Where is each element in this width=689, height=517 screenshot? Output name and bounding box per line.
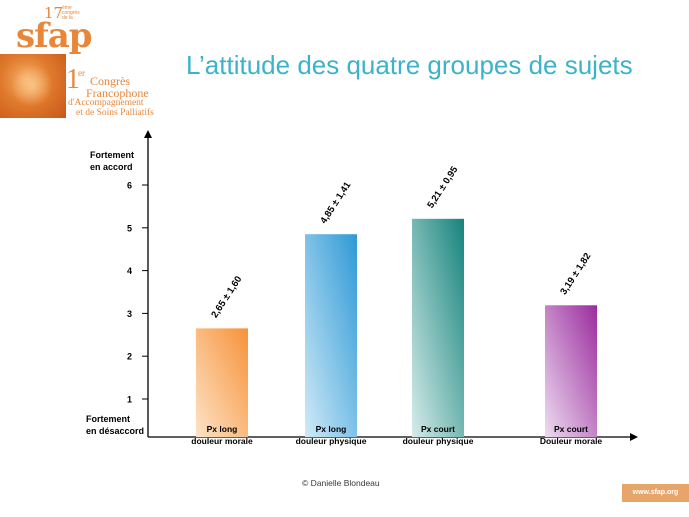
y-bottom-label: Fortement en désaccord [86, 414, 144, 436]
slide-title: L’attitude des quatre groupes de sujets [186, 50, 633, 80]
bar [545, 305, 597, 437]
y-tick-label: 5 [127, 223, 132, 233]
x-category-label: Px court douleur physique [403, 424, 474, 446]
logo-brand: sfap [16, 16, 93, 56]
bar [305, 234, 357, 437]
bar-data-label: 2,65 ± 1,60 [209, 274, 244, 320]
y-axis-arrow [144, 130, 152, 138]
y-tick-label: 6 [127, 181, 132, 191]
footer-credit: © Danielle Blondeau [302, 478, 380, 488]
bar-data-label: 4,85 ± 1,41 [318, 179, 353, 225]
bar [196, 328, 248, 437]
congres-line2: Francophone [86, 86, 149, 100]
website-link[interactable]: www.sfap.org [622, 484, 689, 502]
y-tick-label: 4 [127, 266, 132, 276]
congres-line4: et de Soins Palliatifs [76, 108, 154, 118]
y-tick-label: 1 [127, 395, 132, 405]
x-category-label: Px long douleur physique [296, 424, 367, 446]
y-tick-label: 3 [127, 309, 132, 319]
congres-number: 1 [66, 64, 80, 95]
congres-line3: d'Accompagnement [68, 98, 144, 108]
x-category-label: Px long douleur morale [191, 424, 253, 446]
bar-data-label: 5,21 ± 0,95 [425, 164, 460, 210]
congres-line1: Congrès [90, 74, 130, 88]
y-tick-label: 2 [127, 352, 132, 362]
logo-image [0, 54, 66, 118]
bar-data-label: 3,19 ± 1,82 [558, 251, 593, 297]
logo-number-caption: ème congrès de la [62, 5, 80, 21]
sfap-logo: 17 ème congrès de la sfap 1 er Congrès F… [0, 0, 170, 120]
x-category-label: Px court Douleur morale [540, 424, 603, 446]
logo-number: 17 [44, 4, 64, 22]
y-top-label: Fortement en accord [90, 150, 134, 172]
congres-sup: er [78, 68, 85, 78]
bar [412, 218, 464, 437]
x-axis-arrow [630, 433, 638, 441]
